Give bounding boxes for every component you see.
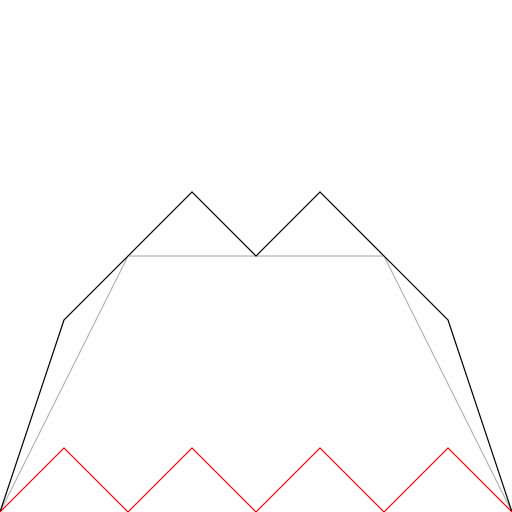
red-zigzag-path bbox=[0, 447, 512, 512]
black-outline-path bbox=[0, 191, 512, 512]
paths-layer bbox=[0, 191, 512, 512]
